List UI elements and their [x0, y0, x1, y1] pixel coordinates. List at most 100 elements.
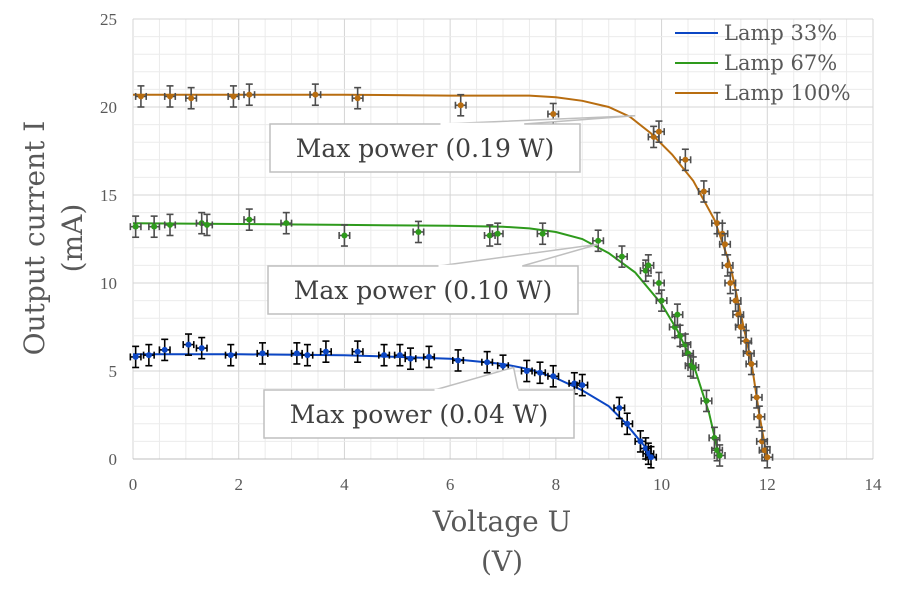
data-point-lamp-67 — [639, 259, 652, 283]
marker — [246, 91, 253, 98]
y-tick-label: 10 — [100, 274, 117, 293]
x-tick-label: 0 — [129, 475, 138, 494]
legend-label-lamp-100: Lamp 100% — [724, 81, 851, 105]
marker — [312, 91, 319, 98]
marker — [690, 364, 697, 371]
marker — [161, 346, 168, 353]
max-power-callout: Max power (0.04 W) — [263, 366, 575, 439]
legend: Lamp 33% Lamp 67% Lamp 100% — [675, 21, 851, 105]
x-axis-title-line-2: (V) — [481, 545, 523, 578]
marker — [748, 360, 755, 367]
data-point-lamp-100 — [454, 93, 467, 117]
marker — [645, 262, 652, 269]
legend-label-lamp-33: Lamp 33% — [724, 21, 837, 45]
data-point-lamp-67 — [536, 222, 549, 246]
data-point-lamp-67 — [687, 356, 700, 379]
data-point-lamp-67 — [713, 444, 726, 467]
marker — [494, 230, 501, 237]
marker — [167, 221, 173, 228]
marker — [550, 373, 557, 380]
marker — [722, 241, 728, 248]
data-point-lamp-100 — [734, 315, 747, 339]
marker — [259, 350, 266, 357]
data-point-lamp-33 — [158, 338, 171, 362]
callouts: Max power (0.19 W) Max power (0.10 W) Max … — [263, 115, 636, 439]
trend-line-lamp-33 — [133, 353, 658, 460]
data-point-lamp-67 — [338, 224, 351, 247]
data-point-lamp-100 — [309, 83, 322, 107]
y-tick-label: 0 — [109, 450, 118, 469]
marker — [293, 350, 300, 357]
marker — [650, 133, 657, 140]
marker — [484, 359, 491, 366]
data-point-lamp-67 — [483, 224, 496, 247]
data-point-lamp-67 — [148, 215, 161, 239]
marker — [753, 394, 760, 401]
marker — [204, 221, 210, 228]
marker — [283, 220, 290, 227]
marker — [145, 352, 152, 359]
data-point-lamp-67 — [592, 229, 605, 253]
x-tick-label: 2 — [234, 475, 243, 494]
marker — [304, 352, 311, 359]
marker — [571, 380, 578, 387]
marker — [682, 156, 689, 163]
marker — [227, 352, 234, 359]
callout-box — [267, 265, 579, 315]
data-point-lamp-67 — [243, 208, 256, 231]
marker — [550, 111, 557, 118]
marker — [185, 341, 192, 348]
x-tick-label: 14 — [865, 475, 883, 494]
data-point-lamp-100 — [351, 86, 364, 110]
data-point-lamp-100 — [697, 180, 710, 203]
data-point-lamp-33 — [621, 412, 634, 436]
data-point-lamp-33 — [182, 333, 195, 356]
marker — [761, 447, 768, 454]
marker — [637, 438, 644, 445]
marker — [132, 223, 139, 230]
series-layer — [129, 83, 774, 469]
callout-box — [263, 389, 575, 439]
marker — [198, 345, 205, 352]
marker — [618, 253, 625, 260]
marker — [167, 93, 173, 100]
marker — [381, 352, 388, 359]
marker — [714, 220, 721, 227]
callout-box — [269, 123, 581, 173]
data-point-lamp-100 — [761, 445, 774, 469]
marker — [246, 216, 253, 223]
marker — [523, 368, 530, 374]
data-point-lamp-33 — [142, 343, 155, 367]
trend-line-lamp-100 — [133, 93, 769, 460]
marker — [616, 404, 623, 411]
y-tick-label: 25 — [100, 10, 117, 29]
marker — [230, 93, 237, 100]
data-point-lamp-33 — [451, 349, 465, 372]
marker — [415, 228, 422, 235]
x-tick-label: 6 — [446, 475, 455, 494]
callout-label: Max power (0.04 W) — [290, 400, 549, 429]
x-tick-label: 8 — [552, 475, 561, 494]
marker — [624, 420, 631, 427]
x-tick-label: 10 — [653, 475, 670, 494]
data-point-lamp-33 — [129, 345, 142, 369]
marker — [426, 353, 432, 360]
marker — [396, 352, 403, 359]
marker — [457, 102, 464, 109]
data-point-lamp-100 — [243, 83, 256, 107]
y-tick-label: 5 — [109, 362, 118, 381]
marker — [716, 452, 723, 459]
data-point-lamp-100 — [740, 329, 753, 353]
data-point-lamp-33 — [224, 343, 237, 367]
marker — [354, 95, 361, 102]
marker — [455, 357, 462, 364]
y-tick-labels: 0 5 10 15 20 25 — [100, 10, 117, 469]
data-point-lamp-33 — [290, 342, 303, 365]
marker — [132, 353, 139, 360]
marker — [137, 93, 144, 100]
marker — [151, 223, 158, 230]
marker — [714, 447, 721, 454]
data-point-lamp-67 — [129, 215, 142, 239]
series-lamp-33 — [129, 333, 658, 469]
marker — [500, 362, 506, 369]
